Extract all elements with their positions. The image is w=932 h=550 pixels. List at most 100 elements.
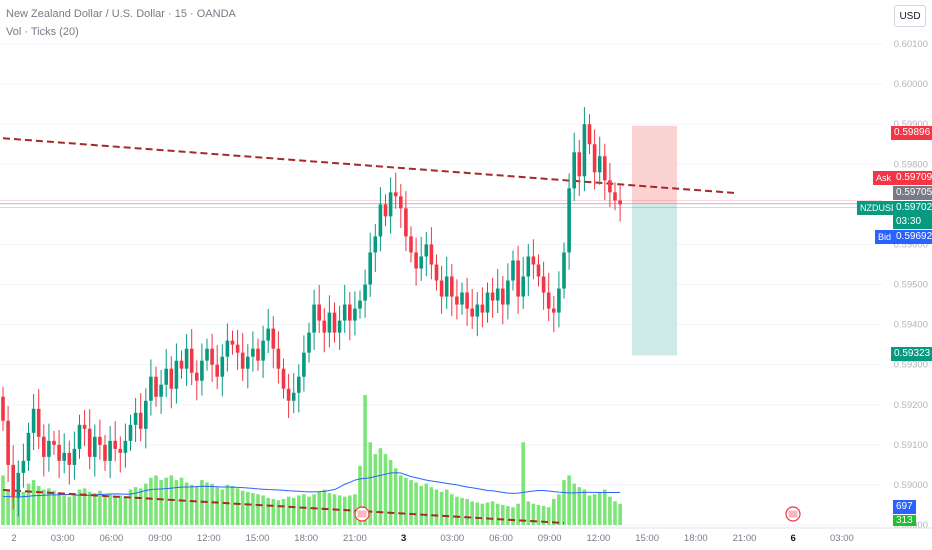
volume-bar [113,496,117,525]
x-tick-label: 21:00 [733,533,757,544]
x-tick-label: 3 [401,533,406,544]
y-tick-label: 0.59000 [894,480,928,491]
volume-bar [225,484,230,525]
volume-bar [470,501,474,525]
candle-body [495,288,500,301]
candle-body [439,280,444,297]
volume-bar [36,486,41,525]
volume-bar [501,504,505,525]
y-tick-label: 0.59900 [894,119,928,130]
volume-tag: 313 [893,515,916,526]
candle-body [526,256,531,277]
volume-bar [409,480,413,525]
candle-body [174,360,179,389]
volume-bar [184,482,189,525]
candle-body [159,384,163,397]
candle-body [501,288,505,305]
chart-title[interactable]: New Zealand Dollar / U.S. Dollar · 15 · … [6,8,236,20]
volume-bar [286,496,291,525]
candle-body [353,308,357,321]
x-tick-label: 06:00 [489,533,513,544]
us-flag-event-icon [785,506,801,522]
candle-body [414,252,418,269]
x-tick-label: 12:00 [197,533,221,544]
x-tick-label: 12:00 [587,533,611,544]
candle-body [128,424,133,441]
volume-bar [608,496,612,525]
volume-bar [26,483,31,525]
candle-body [582,124,587,177]
volume-bar [154,475,158,525]
candle-body [72,448,77,465]
y-tick-label: 0.59400 [894,320,928,331]
volume-bar [138,488,143,525]
candle-body [393,192,398,197]
candles [1,106,622,517]
candle-body [169,368,174,389]
currency-button[interactable]: USD [894,5,926,27]
volume-bar [404,477,408,525]
candle-body [82,424,87,429]
candle-body [62,452,66,461]
x-tick-label: 21:00 [343,533,367,544]
volume-bar [613,501,617,525]
volume-bar [82,488,87,525]
take-profit-zone [632,203,677,356]
volume-bar [460,497,464,525]
x-tick-label: 6 [791,533,796,544]
price-axis: 0.601000.600000.599000.598000.597000.596… [894,39,928,531]
volume-indicator-label[interactable]: Vol · Ticks (20) [6,26,79,38]
candle-body [409,236,413,253]
volume-bar [98,490,102,525]
candle-body [220,356,225,377]
candle-body [286,388,291,401]
volume-bar [526,501,531,525]
candle-body [138,412,143,429]
volume-bar [164,477,168,525]
volume-bar [230,486,235,525]
volume-bar [480,503,485,525]
volume-bar [419,486,423,525]
candle-body [342,304,347,321]
volume-bar [495,503,500,525]
volume-bar [317,491,321,525]
candle-body [424,244,429,257]
volume-bar [144,483,148,525]
volume-bar [388,460,393,525]
volume-bar [363,395,367,525]
volume-bar [57,493,61,525]
candle-body [363,284,367,301]
candle-body [618,200,622,205]
candle-body [205,348,209,361]
candle-body [455,296,459,305]
volume-ma-tag: 697 [893,500,916,514]
volume-bar [312,494,316,525]
bid-price-tag: 0.59692 [893,230,932,244]
volume-bar [358,465,362,525]
volume-bar [531,503,536,525]
candle-body [103,444,107,461]
y-tick-label: 0.59500 [894,280,928,291]
volume-bar [42,489,46,525]
volume-bar [149,477,153,525]
x-tick-label: 03:00 [830,533,854,544]
candle-body [210,348,214,365]
candle-body [266,328,270,341]
volume-bar [62,495,66,525]
volume-bar [557,494,561,525]
volume-bar [77,489,82,525]
volume-bar [47,488,51,525]
volume-trendline [2,489,565,524]
candle-body [154,376,158,397]
candle-body [200,360,204,381]
candle-body [322,320,327,333]
candle-body [388,192,393,217]
candle-body [348,304,352,321]
volume-bar [567,475,571,525]
candle-body [597,156,602,173]
volume-bar [353,494,357,525]
us-flag-event-icon [357,510,367,518]
volume-bar [597,491,602,525]
candle-body [516,260,520,297]
